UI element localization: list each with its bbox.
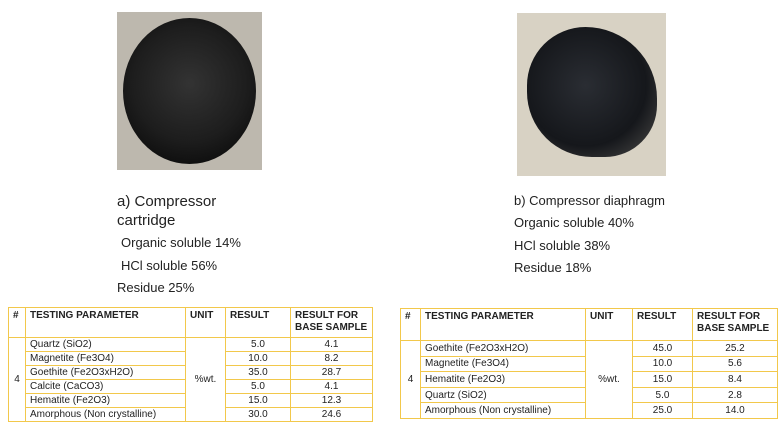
result-cell: 15.0	[632, 371, 693, 388]
table-row: Hematite (Fe2O3) 15.0 8.4	[401, 371, 778, 388]
table-row: Amorphous (Non crystalline) 25.0 14.0	[401, 402, 778, 419]
base-result-cell: 24.6	[290, 407, 373, 422]
header-cell: TESTING PARAMETER	[25, 307, 186, 338]
index-cell: 4	[8, 337, 26, 422]
base-result-cell: 8.2	[290, 351, 373, 366]
base-result-cell: 2.8	[692, 386, 778, 404]
table-row: Calcite (CaCO3) 5.0 4.1	[9, 379, 373, 394]
result-cell: 10.0	[225, 351, 291, 366]
photo-cartridge	[117, 12, 262, 170]
parameter-cell: Quartz (SiO2)	[25, 337, 186, 352]
result-cell: 35.0	[225, 365, 291, 380]
photo-diaphragm	[517, 13, 666, 176]
table-row: 4 Quartz (SiO2) %wt. 5.0 4.1	[8, 337, 373, 422]
unit-cell: %wt.	[185, 337, 226, 422]
table-row: Magnetite (Fe3O4) 10.0 8.2	[9, 351, 373, 366]
parameter-cell: Amorphous (Non crystalline)	[25, 407, 186, 422]
table-row: Amorphous (Non crystalline) 30.0 24.6	[9, 407, 373, 422]
text-line: HCl soluble 38%	[514, 238, 611, 253]
text-line: HCl soluble 56%	[121, 258, 218, 273]
header-cell: UNIT	[185, 307, 226, 338]
header-cell: #	[8, 307, 26, 338]
index-cell: 4	[400, 340, 421, 419]
caption: a) Compressor cartridge	[117, 193, 217, 229]
parameter-cell: Magnetite (Fe3O4)	[25, 351, 186, 366]
base-result-cell: 28.7	[290, 365, 373, 380]
parameter-cell: Calcite (CaCO3)	[25, 379, 186, 394]
unit-cell: %wt.	[585, 340, 633, 419]
parameter-cell: Goethite (Fe2O3xH2O)	[420, 340, 586, 357]
result-cell: 30.0	[225, 407, 291, 422]
header-cell: RESULT FOR BASE SAMPLE	[692, 308, 778, 341]
text-line: Residue 25%	[117, 280, 195, 295]
header-cell: RESULT	[632, 308, 693, 341]
caption: b) Compressor diaphragm	[514, 193, 666, 208]
text-line: Organic soluble 40%	[514, 215, 634, 230]
parameter-cell: Hematite (Fe2O3)	[25, 393, 186, 408]
result-cell: 45.0	[632, 340, 693, 357]
base-result-cell: 25.2	[692, 340, 778, 357]
table-row: 4 Goethite (Fe2O3xH2O) %wt. 45.0 25.2	[400, 340, 778, 419]
result-cell: 5.0	[225, 337, 291, 352]
header-cell: RESULT	[225, 307, 291, 338]
data-table: # TESTING PARAMETER UNIT RESULT RESULT FOR B…	[8, 307, 373, 422]
data-table: # TESTING PARAMETER UNIT RESULT RESULT FOR B…	[400, 308, 778, 419]
base-result-cell: 5.6	[692, 355, 778, 373]
header-cell: RESULT FOR BASE SAMPLE	[290, 307, 373, 338]
header-row: # TESTING PARAMETER UNIT RESULT RESULT FOR B…	[8, 307, 373, 338]
table-row: Magnetite (Fe3O4) 10.0 5.6	[401, 355, 778, 373]
text-line: Residue 18%	[514, 260, 592, 275]
base-result-cell: 4.1	[290, 379, 373, 394]
parameter-cell: Quartz (SiO2)	[420, 386, 586, 404]
text-line: Organic soluble 14%	[121, 235, 241, 250]
table-row: Quartz (SiO2) 5.0 2.8	[401, 386, 778, 404]
parameter-cell: Hematite (Fe2O3)	[420, 371, 586, 388]
parameter-cell: Goethite (Fe2O3xH2O)	[25, 365, 186, 380]
result-cell: 5.0	[632, 386, 693, 404]
parameter-cell: Magnetite (Fe3O4)	[420, 355, 586, 373]
header-row: # TESTING PARAMETER UNIT RESULT RESULT FOR B…	[400, 308, 778, 341]
result-cell: 25.0	[632, 402, 693, 419]
result-cell: 5.0	[225, 379, 291, 394]
base-result-cell: 4.1	[290, 337, 373, 352]
result-cell: 10.0	[632, 355, 693, 373]
table-row: Hematite (Fe2O3) 15.0 12.3	[9, 393, 373, 408]
base-result-cell: 14.0	[692, 402, 778, 419]
header-cell: UNIT	[585, 308, 633, 341]
result-cell: 15.0	[225, 393, 291, 408]
header-cell: #	[400, 308, 421, 341]
base-result-cell: 12.3	[290, 393, 373, 408]
header-cell: TESTING PARAMETER	[420, 308, 586, 341]
base-result-cell: 8.4	[692, 371, 778, 388]
parameter-cell: Amorphous (Non crystalline)	[420, 402, 586, 419]
